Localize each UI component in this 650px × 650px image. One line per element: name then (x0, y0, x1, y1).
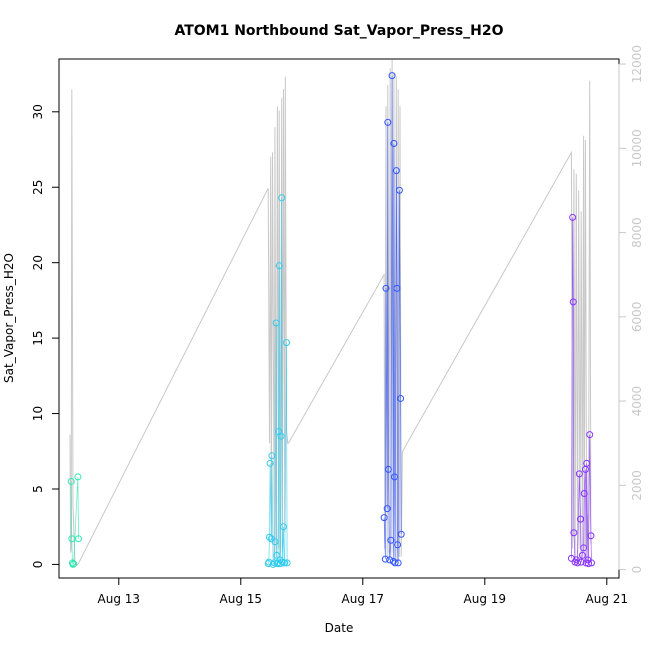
data-point (74, 473, 82, 481)
x-tick-label: Aug 15 (220, 592, 263, 606)
data-point (391, 559, 399, 567)
y2-tick-label: 10000 (630, 129, 644, 167)
data-point (588, 559, 596, 567)
secondary-series-line (69, 59, 592, 567)
data-point (266, 459, 274, 467)
data-point (387, 536, 395, 544)
chart-title: ATOM1 Northbound Sat_Vapor_Press_H2O (174, 23, 503, 39)
y2-tick-label: 12000 (630, 45, 644, 83)
data-point (587, 532, 595, 540)
data-point (394, 559, 402, 567)
x-tick-label: Aug 13 (98, 592, 141, 606)
points-layer (67, 72, 596, 568)
data-point (584, 560, 592, 568)
data-point (384, 118, 392, 126)
data-point (567, 554, 575, 562)
y-tick-label: 25 (31, 180, 45, 195)
data-point (580, 490, 588, 498)
y2-tick-label: 2000 (630, 470, 644, 501)
data-point (382, 284, 390, 292)
data-point (389, 557, 397, 565)
y-tick-label: 30 (31, 104, 45, 119)
y-axis: 0 5 10 15 20 25 30 (31, 104, 59, 568)
data-point (278, 194, 286, 202)
y2-tick-label: 8000 (630, 217, 644, 248)
data-point (70, 560, 78, 568)
data-point (388, 72, 396, 80)
data-point (279, 523, 287, 531)
y2-tick-label: 6000 (630, 302, 644, 333)
series-connector (70, 476, 79, 566)
data-point (395, 186, 403, 194)
data-point (583, 459, 591, 467)
data-point (574, 559, 582, 567)
data-point (397, 530, 405, 538)
data-point (577, 558, 585, 566)
x-tick-label: Aug 19 (464, 592, 507, 606)
data-point (281, 559, 289, 567)
data-point (268, 452, 276, 460)
data-point (394, 541, 402, 549)
x-tick-label: Aug 21 (586, 592, 629, 606)
data-point (397, 394, 405, 402)
y-axis-label: Sat_Vapor_Press_H2O (2, 253, 16, 383)
data-point (275, 262, 283, 270)
x-tick-label: Aug 17 (342, 592, 385, 606)
data-point (386, 556, 394, 564)
y-tick-label: 5 (31, 485, 45, 493)
data-point (271, 538, 279, 546)
data-point (283, 559, 291, 567)
data-point (68, 535, 76, 543)
data-point (392, 167, 400, 175)
data-point (381, 555, 389, 563)
y-tick-label: 20 (31, 255, 45, 270)
data-point (277, 432, 285, 440)
plot-frame (58, 58, 620, 579)
data-point (586, 431, 594, 439)
data-point (265, 533, 273, 541)
data-point (578, 551, 586, 559)
data-point (283, 339, 291, 347)
secondary-y-axis: 0 2000 4000 6000 8000 10000 12000 (618, 45, 644, 574)
data-point (569, 213, 577, 221)
y2-tick-label: 4000 (630, 386, 644, 417)
data-point (391, 473, 399, 481)
data-point (575, 470, 583, 478)
data-point (570, 529, 578, 537)
y-tick-label: 15 (31, 330, 45, 345)
y2-tick-label: 0 (630, 566, 644, 574)
data-point (380, 514, 388, 522)
y-tick-label: 10 (31, 406, 45, 421)
data-point (276, 560, 284, 568)
data-point (272, 319, 280, 327)
data-point (269, 560, 277, 568)
secondary-line-layer (69, 59, 592, 567)
data-point (390, 139, 398, 147)
y-tick-label: 0 (31, 561, 45, 569)
data-point (393, 284, 401, 292)
data-point (577, 515, 585, 523)
data-point (580, 544, 588, 552)
data-point (67, 477, 75, 485)
x-axis: Aug 13 Aug 15 Aug 17 Aug 19 Aug 21 (98, 578, 629, 606)
data-point (69, 560, 77, 568)
data-point (75, 535, 83, 543)
x-axis-label: Date (325, 621, 354, 635)
data-point (569, 298, 577, 306)
data-point (383, 505, 391, 513)
data-point (384, 465, 392, 473)
